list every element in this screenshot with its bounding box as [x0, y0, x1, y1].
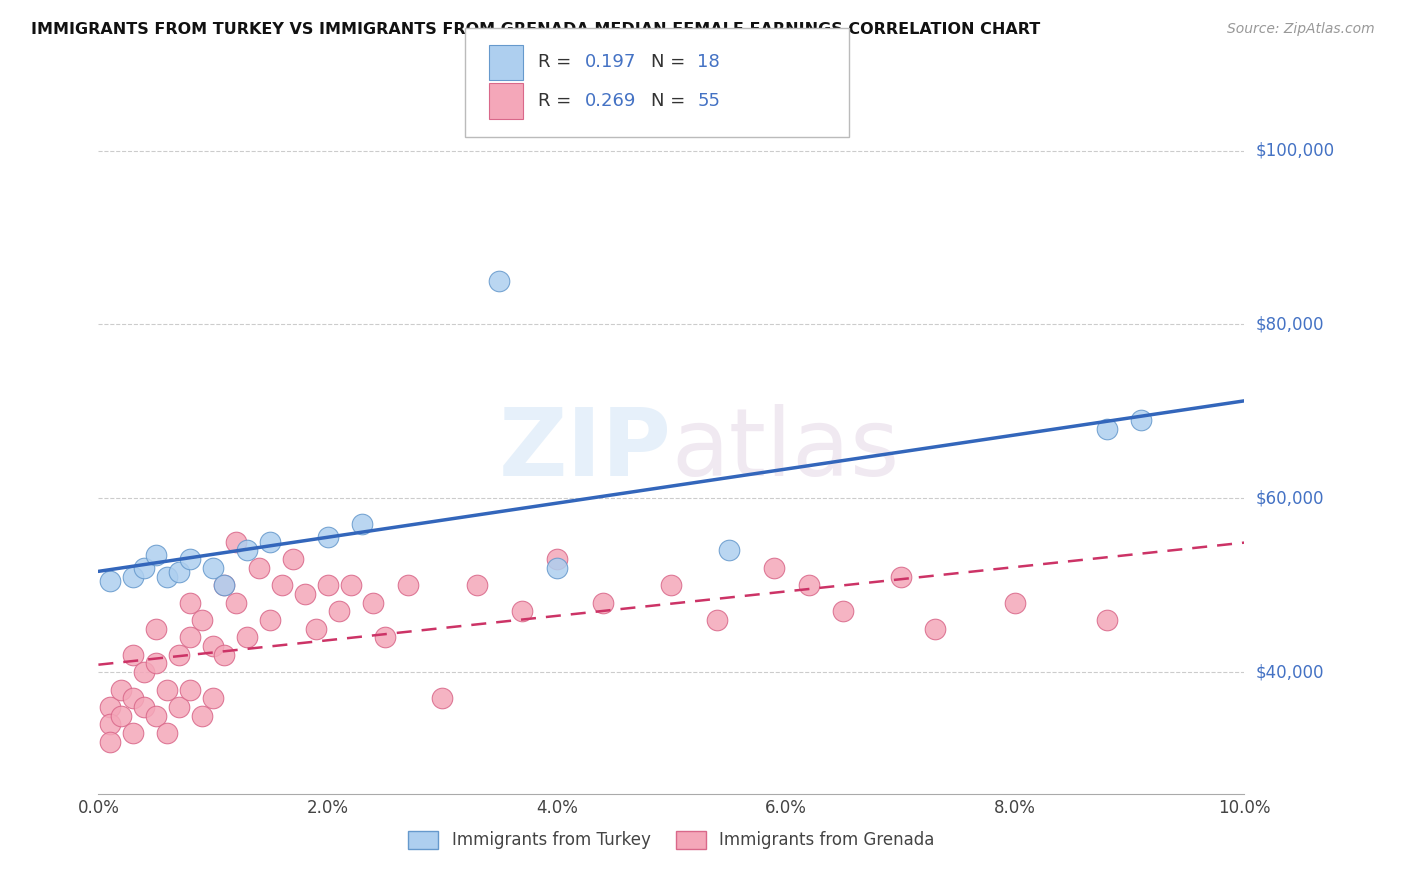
Point: [1004, 596, 1026, 610]
Point: [924, 622, 946, 636]
Text: R =: R =: [538, 92, 578, 110]
Point: [350, 517, 373, 532]
Point: [121, 726, 143, 740]
Point: [134, 665, 156, 680]
Point: [283, 552, 305, 566]
Point: [512, 604, 534, 618]
Point: [270, 578, 292, 592]
Point: [179, 596, 201, 610]
Point: [661, 578, 683, 592]
Text: 55: 55: [697, 92, 720, 110]
Point: [179, 682, 201, 697]
Point: [145, 622, 167, 636]
Point: [98, 700, 121, 714]
Point: [225, 596, 247, 610]
Point: [202, 561, 225, 575]
Point: [179, 631, 201, 645]
Point: [465, 578, 488, 592]
Point: [202, 639, 225, 653]
Text: Source: ZipAtlas.com: Source: ZipAtlas.com: [1227, 22, 1375, 37]
Text: $100,000: $100,000: [1256, 142, 1334, 160]
Text: $80,000: $80,000: [1256, 316, 1324, 334]
Point: [717, 543, 740, 558]
Legend: Immigrants from Turkey, Immigrants from Grenada: Immigrants from Turkey, Immigrants from …: [401, 822, 942, 858]
Point: [328, 604, 350, 618]
Text: $40,000: $40,000: [1256, 663, 1324, 681]
Point: [546, 552, 568, 566]
Point: [592, 596, 614, 610]
Point: [763, 561, 786, 575]
Point: [214, 648, 236, 662]
Point: [121, 648, 143, 662]
Point: [225, 534, 247, 549]
Point: [247, 561, 270, 575]
Point: [259, 534, 281, 549]
Point: [156, 569, 179, 583]
Point: [363, 596, 385, 610]
Point: [145, 708, 167, 723]
Point: [121, 691, 143, 706]
Point: [98, 574, 121, 588]
Point: [374, 631, 396, 645]
Point: [832, 604, 855, 618]
Text: ZIP: ZIP: [499, 404, 672, 497]
Point: [1095, 422, 1118, 436]
Point: [145, 548, 167, 562]
Point: [236, 631, 259, 645]
Point: [889, 569, 911, 583]
Point: [110, 682, 132, 697]
Point: [797, 578, 820, 592]
Point: [98, 717, 121, 731]
Point: [145, 657, 167, 671]
Point: [179, 552, 201, 566]
Text: IMMIGRANTS FROM TURKEY VS IMMIGRANTS FROM GRENADA MEDIAN FEMALE EARNINGS CORRELA: IMMIGRANTS FROM TURKEY VS IMMIGRANTS FRO…: [31, 22, 1040, 37]
Point: [134, 561, 156, 575]
Point: [167, 565, 190, 579]
Point: [294, 587, 316, 601]
Point: [134, 700, 156, 714]
Point: [488, 274, 510, 288]
Point: [121, 569, 143, 583]
Point: [167, 648, 190, 662]
Point: [214, 578, 236, 592]
Point: [110, 708, 132, 723]
Text: N =: N =: [651, 92, 690, 110]
Point: [190, 613, 212, 627]
Text: 0.197: 0.197: [585, 54, 637, 71]
Point: [214, 578, 236, 592]
Point: [316, 530, 339, 544]
Point: [339, 578, 361, 592]
Point: [259, 613, 281, 627]
Point: [546, 561, 568, 575]
Text: 0.269: 0.269: [585, 92, 637, 110]
Point: [316, 578, 339, 592]
Point: [430, 691, 453, 706]
Point: [706, 613, 728, 627]
Point: [1095, 613, 1118, 627]
Text: $60,000: $60,000: [1256, 490, 1324, 508]
Point: [156, 726, 179, 740]
Point: [236, 543, 259, 558]
Text: atlas: atlas: [672, 404, 900, 497]
Text: R =: R =: [538, 54, 578, 71]
Text: N =: N =: [651, 54, 690, 71]
Point: [167, 700, 190, 714]
Point: [305, 622, 328, 636]
Point: [202, 691, 225, 706]
Point: [156, 682, 179, 697]
Point: [1130, 413, 1153, 427]
Point: [190, 708, 212, 723]
Text: 18: 18: [697, 54, 720, 71]
Point: [396, 578, 419, 592]
Point: [98, 735, 121, 749]
